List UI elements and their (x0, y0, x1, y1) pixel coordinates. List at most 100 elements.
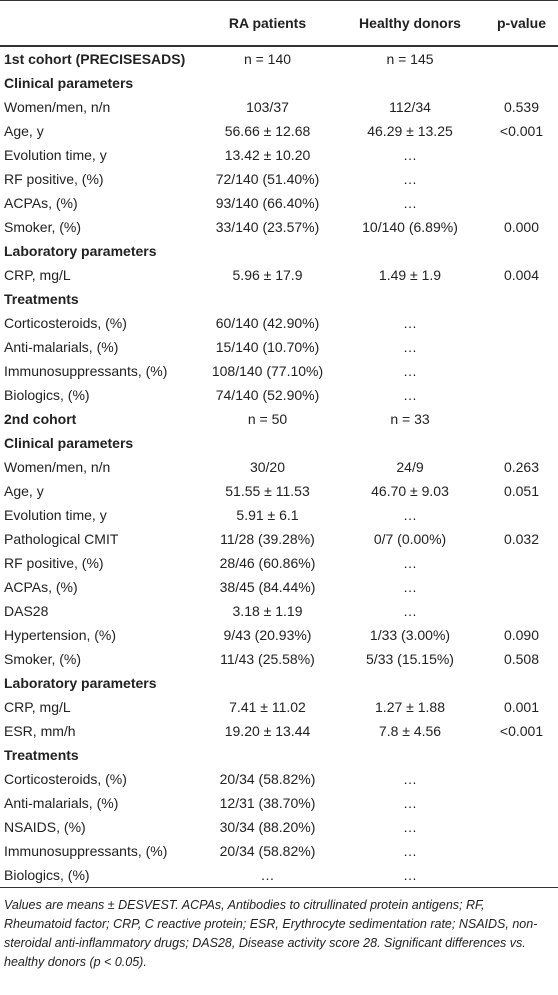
data-row: Smoker, (%) 11/43 (25.58%) 5/33 (15.15%) 0.… (0, 647, 558, 671)
cell (485, 191, 558, 215)
group-row: Treatments (0, 743, 558, 767)
cell: 5/33 (15.15%) (366, 651, 454, 667)
cell: 10/140 (6.89%) (362, 219, 458, 235)
cell (485, 863, 558, 888)
cell: … (335, 863, 485, 888)
row-label: Immunosuppressants, (%) (4, 843, 168, 859)
row-label: ACPAs, (%) (4, 195, 78, 211)
cell: … (403, 171, 417, 187)
cell: 9/43 (20.93%) (223, 627, 312, 643)
cell (485, 503, 558, 527)
data-row: Smoker, (%) 33/140 (23.57%) 10/140 (6.89%)… (0, 215, 558, 239)
cell: 15/140 (10.70%) (215, 339, 320, 355)
data-row: Immunosuppressants, (%) 20/34 (58.82%) … (0, 839, 558, 863)
cell: 7.8 ± 4.56 (378, 723, 442, 739)
cell: 0.001 (503, 699, 540, 715)
row-label: DAS28 (4, 603, 49, 619)
cell: 7.41 ± 11.02 (229, 699, 306, 715)
cell (485, 335, 558, 359)
data-row: CRP, mg/L 7.41 ± 11.02 1.27 ± 1.88 0.001 (0, 695, 558, 719)
cell (485, 311, 558, 335)
cell: … (403, 819, 417, 835)
cell (485, 551, 558, 575)
cell: 112/34 (389, 99, 431, 115)
cell: 3.18 ± 1.19 (232, 603, 303, 619)
cell: 93/140 (66.40%) (215, 195, 320, 211)
cell: 0.000 (503, 219, 540, 235)
cell: 24/9 (396, 459, 424, 475)
group-row: Laboratory parameters (0, 671, 558, 695)
cell: 13.42 ± 10.20 (224, 147, 311, 163)
data-row: Corticosteroids, (%) 20/34 (58.82%)… (0, 767, 558, 791)
cell: … (403, 507, 417, 523)
cohort-row: 2nd cohort n = 50 n = 33 (0, 407, 558, 431)
cell: … (403, 147, 417, 163)
cell: <0.001 (499, 723, 544, 739)
data-row: Anti-malarials, (%) 12/31 (38.70%)… (0, 791, 558, 815)
row-label: Biologics, (%) (4, 387, 90, 403)
cell: 60/140 (42.90%) (215, 315, 320, 331)
data-row: ACPAs, (%) 93/140 (66.40%) … (0, 191, 558, 215)
header-cell: Healthy donors (335, 0, 485, 47)
cell: 0.051 (503, 483, 540, 499)
row-label: ACPAs, (%) (4, 579, 78, 595)
cell: 108/140 (77.10%) (211, 363, 324, 379)
cohort-n: n = 140 (243, 51, 292, 67)
cell: 46.70 ± 9.03 (371, 483, 449, 499)
row-label: Women/men, n/n (4, 459, 111, 475)
group-title: Treatments (4, 747, 79, 763)
group-row: Treatments (0, 287, 558, 311)
group-title: Clinical parameters (4, 435, 134, 451)
cell: … (403, 195, 417, 211)
data-row: Biologics, (%) 74/140 (52.90%)… (0, 383, 558, 407)
cell: … (403, 603, 417, 619)
cell: 0.508 (503, 651, 540, 667)
row-label: CRP, mg/L (4, 267, 71, 283)
cell: 33/140 (23.57%) (215, 219, 320, 235)
cohort-row: 1st cohort (PRECISESADS) n = 140 n = 145 (0, 46, 558, 71)
row-label: Age, y (4, 483, 44, 499)
row-label: Age, y (4, 123, 44, 139)
cell: 74/140 (52.90%) (215, 387, 320, 403)
group-title: Laboratory parameters (4, 675, 157, 691)
row-label: Women/men, n/n (4, 99, 111, 115)
row-label: Smoker, (%) (4, 219, 82, 235)
data-row: Pathological CMIT 11/28 (39.28%) 0/7 (0.00… (0, 527, 558, 551)
cohort-n: n = 50 (247, 411, 288, 427)
row-label: Biologics, (%) (0, 863, 200, 888)
group-title: Clinical parameters (4, 75, 134, 91)
cell (485, 599, 558, 623)
cell: … (403, 795, 417, 811)
cell: … (403, 363, 417, 379)
row-label: Pathological CMIT (4, 531, 119, 547)
cell: … (403, 315, 417, 331)
row-label: Evolution time, y (4, 507, 107, 523)
cell (485, 767, 558, 791)
data-row: Age, y 51.55 ± 11.53 46.70 ± 9.03 0.051 (0, 479, 558, 503)
cell: 51.55 ± 11.53 (225, 483, 310, 499)
data-row: ESR, mm/h 19.20 ± 13.44 7.8 ± 4.56 <0.001 (0, 719, 558, 743)
cell: 20/34 (58.82%) (219, 843, 316, 859)
cell: … (200, 863, 335, 888)
cell: 0.090 (503, 627, 540, 643)
cell: … (403, 843, 417, 859)
data-row: RF positive, (%) 28/46 (60.86%)… (0, 551, 558, 575)
row-label: Anti-malarials, (%) (4, 339, 119, 355)
cell: 1.27 ± 1.88 (375, 699, 445, 715)
data-row: Anti-malarials, (%) 15/140 (10.70%)… (0, 335, 558, 359)
row-label: Corticosteroids, (%) (4, 315, 127, 331)
cell: 56.66 ± 12.68 (224, 123, 311, 139)
cell (485, 167, 558, 191)
cell: 0.004 (503, 267, 540, 283)
group-row: Laboratory parameters (0, 239, 558, 263)
data-row: Age, y 56.66 ± 12.68 46.29 ± 13.25 <0.001 (0, 119, 558, 143)
empty-cell (485, 46, 558, 71)
cell: 19.20 ± 13.44 (224, 723, 311, 739)
row-label: Smoker, (%) (4, 651, 82, 667)
cohort-title: 1st cohort (PRECISESADS) (4, 51, 186, 67)
group-title: Laboratory parameters (4, 243, 157, 259)
header-row: RA patients Healthy donors p-value (0, 0, 558, 47)
cell (485, 791, 558, 815)
data-table: RA patients Healthy donors p-value 1st coh… (0, 0, 558, 888)
